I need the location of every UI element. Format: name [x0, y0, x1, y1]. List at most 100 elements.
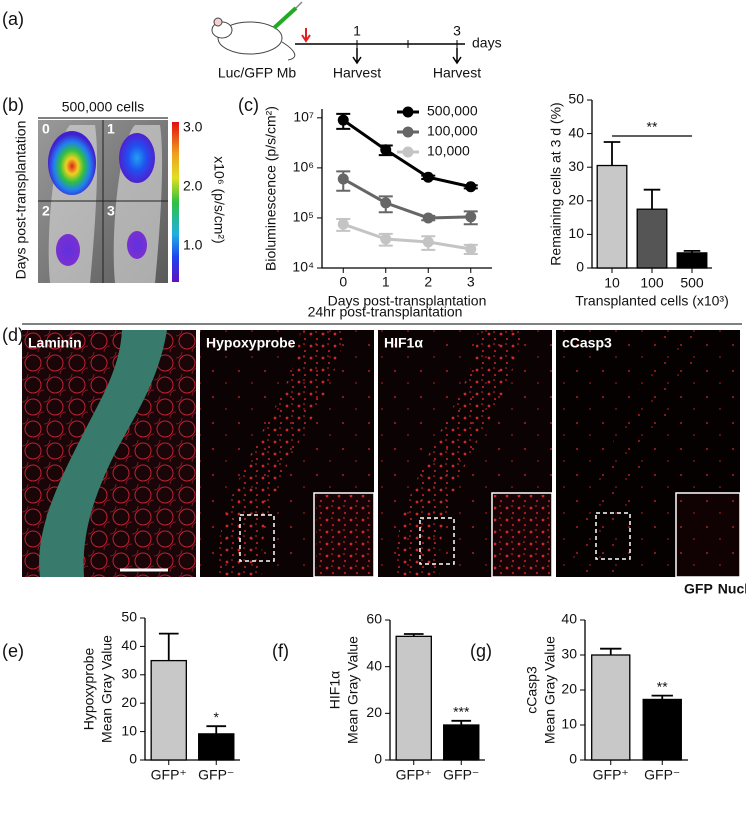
legend-label: GFP [684, 581, 713, 597]
point [380, 233, 392, 245]
panel-label: (a) [2, 9, 24, 29]
point [422, 236, 434, 248]
frame-label: 2 [42, 203, 50, 219]
y-tick-label: 10⁷ [293, 109, 314, 125]
mouse-icon [211, 1, 303, 61]
legend-swatch [402, 146, 414, 158]
panel-label: (b) [2, 95, 24, 115]
panel-label: (g) [470, 641, 492, 661]
x-tick-label: 10 [604, 275, 620, 291]
y-tick-label: 40 [561, 611, 577, 627]
series-line [342, 118, 472, 189]
x-tick-label: GFP⁻ [198, 767, 234, 783]
y-tick-label: 10 [121, 722, 137, 738]
bar [443, 724, 480, 761]
y-axis-label: Hypoxyprobe [81, 648, 97, 731]
y-tick-label: 50 [568, 91, 584, 107]
y-tick-label: 10⁴ [292, 259, 314, 275]
y-axis-label: cCasp3 [524, 666, 540, 714]
legend-label: 500,000 [427, 103, 478, 119]
legend-label: Nuclei [718, 581, 746, 597]
row-label: Days post-transplantation [13, 121, 29, 280]
stain-label: Laminin [28, 335, 82, 351]
panel-label: (f) [272, 641, 289, 661]
error-bar [600, 647, 622, 655]
day-label: 1 [353, 23, 361, 39]
y-tick-label: 30 [568, 158, 584, 174]
point [465, 211, 477, 223]
error-bar [403, 633, 424, 637]
y-tick-label: 0 [576, 259, 584, 275]
y-tick-label: 10⁶ [293, 159, 314, 175]
y-tick-label: 10 [561, 716, 577, 732]
significance-label: ** [657, 678, 668, 694]
y-tick-label: 30 [561, 646, 577, 662]
y-axis-label: Bioluminescence (p/s/cm²) [263, 106, 279, 271]
error-bar [206, 725, 227, 734]
bar [636, 208, 668, 269]
bar [596, 164, 628, 269]
error-bar [683, 249, 701, 253]
x-axis-label: Days post-transplantation [328, 293, 487, 309]
bar [591, 654, 631, 761]
bli-images [38, 120, 179, 283]
event-label: Harvest [333, 65, 381, 81]
bar [642, 698, 682, 761]
y-axis-label: Mean Gray Value [345, 636, 361, 744]
error-bar [603, 141, 621, 166]
x-tick-label: 3 [467, 274, 475, 290]
y-tick-label: 40 [366, 657, 382, 673]
x-tick-label: 100 [640, 275, 664, 291]
scale-tick: 3.0 [183, 119, 203, 135]
day-unit: days [472, 35, 502, 51]
point [465, 181, 477, 193]
stain-label: Hypoxyprobe [206, 335, 296, 351]
y-tick-label: 0 [374, 751, 382, 767]
y-axis-label: Mean Gray Value [542, 636, 558, 744]
x-tick-label: GFP⁻ [644, 767, 680, 783]
y-tick-label: 0 [129, 751, 137, 767]
histology-images [22, 330, 741, 578]
legend-swatch [402, 106, 414, 118]
panel-label: (d) [2, 325, 24, 345]
frame-label: 0 [42, 121, 50, 137]
y-axis-label: Remaining cells at 3 d (%) [548, 102, 564, 265]
significance-label: ** [647, 119, 658, 135]
bar [150, 659, 187, 761]
point [422, 171, 434, 183]
error-bar [643, 188, 661, 210]
y-tick-label: 30 [121, 666, 137, 682]
x-tick-label: GFP⁻ [443, 767, 479, 783]
event-label: Harvest [433, 65, 481, 81]
x-tick-label: GFP⁺ [593, 767, 629, 783]
y-tick-label: 40 [121, 637, 137, 653]
point [337, 114, 349, 126]
error-bar [158, 632, 179, 661]
day-label: 3 [453, 23, 461, 39]
significance-label: *** [453, 704, 470, 720]
cells-label: Luc/GFP Mb [218, 65, 297, 81]
point [380, 197, 392, 209]
legend-label: 10,000 [427, 143, 470, 159]
scale-label: x10⁶ (p/s/cm²) [211, 156, 227, 243]
y-axis-label: Mean Gray Value [99, 635, 115, 743]
frame-label: 3 [107, 203, 115, 219]
panel-label: (e) [2, 641, 24, 661]
scale-tick: 2.0 [183, 178, 203, 194]
y-tick-label: 10 [568, 225, 584, 241]
bar [395, 635, 432, 761]
stain-label: HIF1α [384, 335, 423, 351]
x-tick-label: 2 [424, 274, 432, 290]
point [422, 212, 434, 224]
legend-swatch [402, 126, 414, 138]
panel-label: (c) [238, 95, 259, 115]
y-tick-label: 0 [569, 751, 577, 767]
histology-title: 24hr post-transplantation [308, 304, 463, 320]
y-tick-label: 10⁵ [293, 209, 314, 225]
y-tick-label: 20 [568, 192, 584, 208]
y-tick-label: 20 [121, 694, 137, 710]
error-bar [451, 719, 472, 725]
y-axis-label: HIF1α [327, 671, 343, 709]
timeline [295, 28, 465, 65]
